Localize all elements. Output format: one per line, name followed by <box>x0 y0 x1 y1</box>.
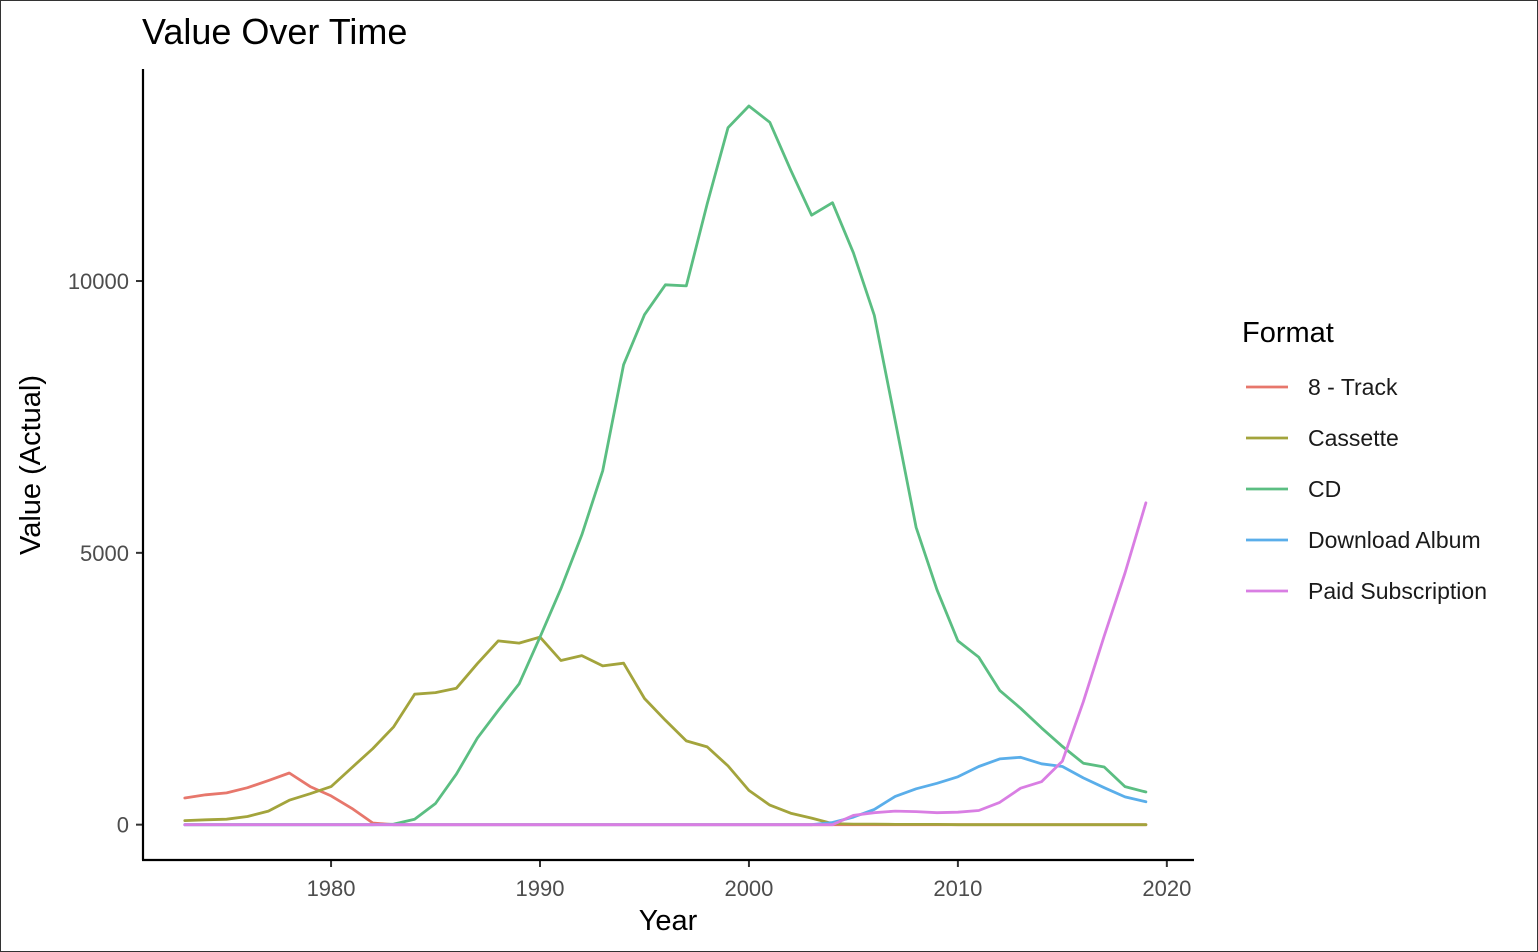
x-tick-label: 1990 <box>516 876 565 901</box>
legend-label-8-track: 8 - Track <box>1308 374 1398 400</box>
x-tick-labels: 1980 1990 2000 2010 2020 <box>307 876 1192 901</box>
series-line-8-track <box>183 771 1148 827</box>
x-axis-title: Year <box>639 905 698 937</box>
series-line-cd <box>183 104 1148 827</box>
legend-label-cd: CD <box>1308 476 1341 502</box>
legend: Format 8 - Track Cassette CD Download Album… <box>1242 317 1487 604</box>
legend-label-paid-subscription: Paid Subscription <box>1308 578 1487 604</box>
series-line-download-album <box>183 755 1148 827</box>
legend-title: Format <box>1242 317 1334 349</box>
series-lines <box>183 104 1148 827</box>
axis-ticks <box>136 280 1168 867</box>
y-tick-label: 5000 <box>80 541 129 566</box>
legend-label-cassette: Cassette <box>1308 425 1399 451</box>
x-tick-label: 2000 <box>724 876 773 901</box>
y-tick-label: 10000 <box>68 269 129 294</box>
y-tick-labels: 0 5000 10000 <box>68 269 129 838</box>
x-tick-label: 2010 <box>933 876 982 901</box>
y-tick-label: 0 <box>117 813 129 838</box>
x-tick-label: 1980 <box>307 876 356 901</box>
series-line-paid-subscription <box>183 501 1148 827</box>
chart-title: Value Over Time <box>142 11 407 52</box>
x-tick-label: 2020 <box>1142 876 1191 901</box>
legend-label-download-album: Download Album <box>1308 527 1481 553</box>
y-axis-title: Value (Actual) <box>15 375 47 555</box>
series-line-cassette <box>183 635 1148 827</box>
